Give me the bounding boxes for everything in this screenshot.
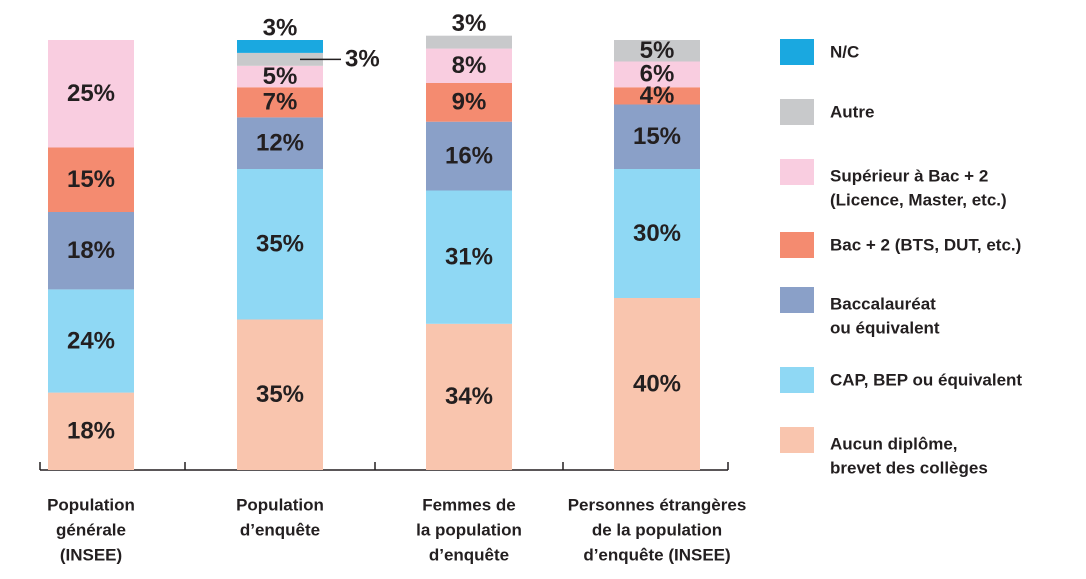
category-axis xyxy=(39,462,729,471)
value-label: 4% xyxy=(640,82,675,109)
value-label: 18% xyxy=(67,237,115,264)
x-tick-label: Population xyxy=(47,495,135,514)
bar-segment xyxy=(237,169,323,320)
bar-segment xyxy=(48,147,134,212)
bar-segment xyxy=(237,319,323,470)
x-tick-label: d’enquête xyxy=(429,545,509,564)
legend-swatch xyxy=(780,159,814,185)
x-tick-label: Femmes de xyxy=(422,495,516,514)
value-label: 31% xyxy=(445,243,493,270)
x-tick-label: de la population xyxy=(592,520,722,539)
bar-segment xyxy=(426,190,512,324)
legend-swatch xyxy=(780,99,814,125)
value-label: 35% xyxy=(256,231,304,258)
bar-segment xyxy=(614,298,700,470)
bar-segment xyxy=(237,52,323,66)
bar-segment xyxy=(614,104,700,169)
value-label: 15% xyxy=(633,123,681,150)
value-label: 5% xyxy=(263,63,298,90)
value-label: 12% xyxy=(256,130,304,157)
legend-label: Supérieur à Bac + 2 xyxy=(830,166,988,185)
bar-segment xyxy=(237,65,323,88)
legend-label: N/C xyxy=(830,42,859,61)
legend-label: CAP, BEP ou équivalent xyxy=(830,370,1022,389)
bar-segment xyxy=(426,323,512,470)
bar-segment xyxy=(48,212,134,290)
value-label: 7% xyxy=(263,89,298,116)
x-tick-label: Personnes étrangères xyxy=(568,495,747,514)
value-label: 6% xyxy=(640,61,675,88)
x-tick-label: d’enquête xyxy=(240,520,320,539)
bar-segment xyxy=(614,61,700,88)
value-label: 40% xyxy=(633,370,681,397)
value-label: 3% xyxy=(345,46,380,73)
value-label: 24% xyxy=(67,327,115,354)
x-tick-label: (INSEE) xyxy=(60,545,122,564)
bar-segment xyxy=(426,35,512,49)
legend-swatch xyxy=(780,427,814,453)
bar-segment xyxy=(426,83,512,122)
x-tick-label: générale xyxy=(56,520,126,539)
bar-segment xyxy=(614,169,700,298)
value-label: 3% xyxy=(263,14,298,41)
value-label: 30% xyxy=(633,220,681,247)
bar-segment xyxy=(426,48,512,83)
value-label: 34% xyxy=(445,383,493,410)
legend-swatch xyxy=(780,232,814,258)
bar-segment xyxy=(48,289,134,393)
bar-segment xyxy=(614,87,700,105)
legend-label: brevet des collèges xyxy=(830,458,988,477)
legend-swatch xyxy=(780,367,814,393)
bar-segment xyxy=(237,87,323,118)
legend-label: Aucun diplôme, xyxy=(830,434,958,453)
value-label: 18% xyxy=(67,418,115,445)
bar-segment xyxy=(614,40,700,62)
value-label: 8% xyxy=(452,52,487,79)
bar-segment xyxy=(237,117,323,169)
bar-segment xyxy=(237,40,323,53)
value-label: 35% xyxy=(256,381,304,408)
legend-label: Bac + 2 (BTS, DUT, etc.) xyxy=(830,235,1021,254)
legend-label: ou équivalent xyxy=(830,318,940,337)
x-tick-label: d’enquête (INSEE) xyxy=(583,545,730,564)
value-label: 16% xyxy=(445,142,493,169)
legend-label: Autre xyxy=(830,102,874,121)
x-tick-label: Population xyxy=(236,495,324,514)
x-tick-label: la population xyxy=(416,520,522,539)
bar-segment xyxy=(426,121,512,191)
value-label: 3% xyxy=(452,10,487,37)
legend-swatch xyxy=(780,287,814,313)
value-label: 9% xyxy=(452,89,487,116)
value-label: 15% xyxy=(67,166,115,193)
bar-segment xyxy=(48,392,134,470)
legend-swatch xyxy=(780,39,814,65)
value-label: 5% xyxy=(640,37,675,64)
legend-label: (Licence, Master, etc.) xyxy=(830,190,1007,209)
bar-segment xyxy=(48,40,134,148)
value-label: 25% xyxy=(67,80,115,107)
legend-label: Baccalauréat xyxy=(830,294,936,313)
